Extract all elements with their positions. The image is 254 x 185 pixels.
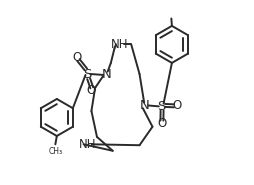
Text: S: S [157, 100, 165, 113]
Text: O: O [156, 117, 166, 130]
Text: CH₃: CH₃ [48, 147, 62, 157]
Text: S: S [83, 68, 91, 80]
Text: O: O [171, 99, 180, 112]
Text: N: N [140, 99, 149, 112]
Text: O: O [72, 51, 81, 64]
Text: NH: NH [79, 138, 96, 151]
Text: NH: NH [111, 38, 128, 51]
Text: O: O [86, 84, 96, 97]
Text: N: N [101, 68, 111, 81]
